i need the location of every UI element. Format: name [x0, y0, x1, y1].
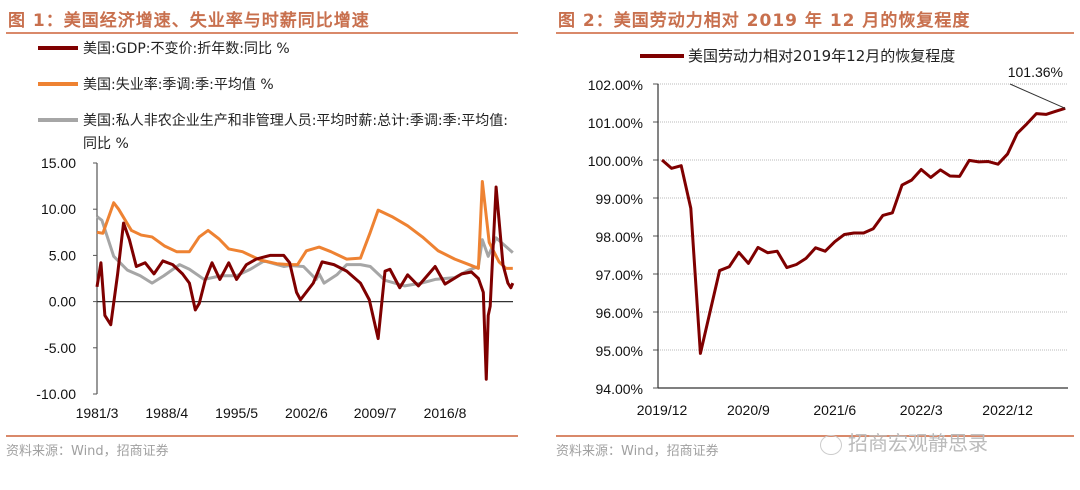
y-tick-label: 96.00% — [596, 305, 643, 321]
figure2-footer-rule — [556, 435, 1074, 437]
x-tick-label: 1995/5 — [215, 405, 258, 421]
x-tick-label: 2002/6 — [285, 405, 328, 421]
y-tick-label: 100.00% — [588, 153, 643, 169]
series-line-unemployment — [96, 179, 513, 270]
legend-swatch-labor — [640, 54, 684, 58]
figure2-source: 资料来源：Wind，招商证券 — [556, 444, 719, 459]
x-tick-label: 2022/12 — [982, 402, 1033, 418]
figure2-title: 图 2：美国劳动力相对 2019 年 12 月的恢复程度 — [558, 11, 971, 31]
legend-label-unemployment: 美国:失业率:季调:季:平均值 % — [83, 77, 274, 93]
y-tick-label: -10.00 — [36, 386, 76, 402]
x-tick-label: 2022/3 — [900, 402, 943, 418]
series-line-labor — [661, 106, 1066, 355]
annotation-label: 101.36% — [1008, 64, 1063, 80]
watermark: 招商宏观静思录 — [820, 427, 988, 456]
y-tick-label: 99.00% — [596, 191, 643, 207]
y-tick-label: 10.00 — [41, 201, 76, 217]
x-tick-label: 2020/9 — [727, 402, 770, 418]
figure1-title-rule — [6, 32, 518, 34]
x-tick-label: 2021/6 — [813, 402, 856, 418]
figure1-footer-rule — [6, 435, 518, 437]
x-tick-label: 2016/8 — [424, 405, 467, 421]
y-tick-label: 98.00% — [596, 229, 643, 245]
x-tick-label: 1981/3 — [76, 405, 119, 421]
y-tick-label: 95.00% — [596, 343, 643, 359]
legend-swatch-wage — [38, 118, 78, 122]
y-tick-label: 15.00 — [41, 155, 76, 171]
y-tick-label: 0.00 — [49, 294, 76, 310]
watermark-text: 招商宏观静思录 — [848, 431, 988, 455]
y-tick-label: 101.00% — [588, 115, 643, 131]
legend-label-wage: 美国:私人非农企业生产和非管理人员:平均时薪:总计:季调:季:平均值:同比 % — [83, 113, 509, 152]
figure1-source: 资料来源：Wind，招商证券 — [6, 444, 169, 459]
y-tick-label: 102.00% — [588, 77, 643, 93]
series-line-gdp — [95, 185, 515, 381]
legend-label-gdp: 美国:GDP:不变价:折年数:同比 % — [83, 41, 290, 57]
legend-swatch-gdp — [38, 46, 78, 50]
figure2-title-rule — [556, 32, 1074, 34]
y-tick-label: 5.00 — [49, 247, 76, 263]
x-tick-label: 2019/12 — [637, 402, 688, 418]
y-tick-label: 94.00% — [596, 381, 643, 397]
y-tick-label: -5.00 — [44, 340, 76, 356]
y-tick-label: 97.00% — [596, 267, 643, 283]
x-tick-label: 1988/4 — [145, 405, 188, 421]
wechat-icon — [820, 434, 842, 455]
figure1-title: 图 1：美国经济增速、失业率与时薪同比增速 — [8, 11, 370, 31]
annotation-leader — [1009, 83, 1066, 109]
x-tick-label: 2009/7 — [354, 405, 397, 421]
legend-label-labor: 美国劳动力相对2019年12月的恢复程度 — [688, 47, 956, 65]
legend-swatch-unemployment — [38, 82, 78, 86]
